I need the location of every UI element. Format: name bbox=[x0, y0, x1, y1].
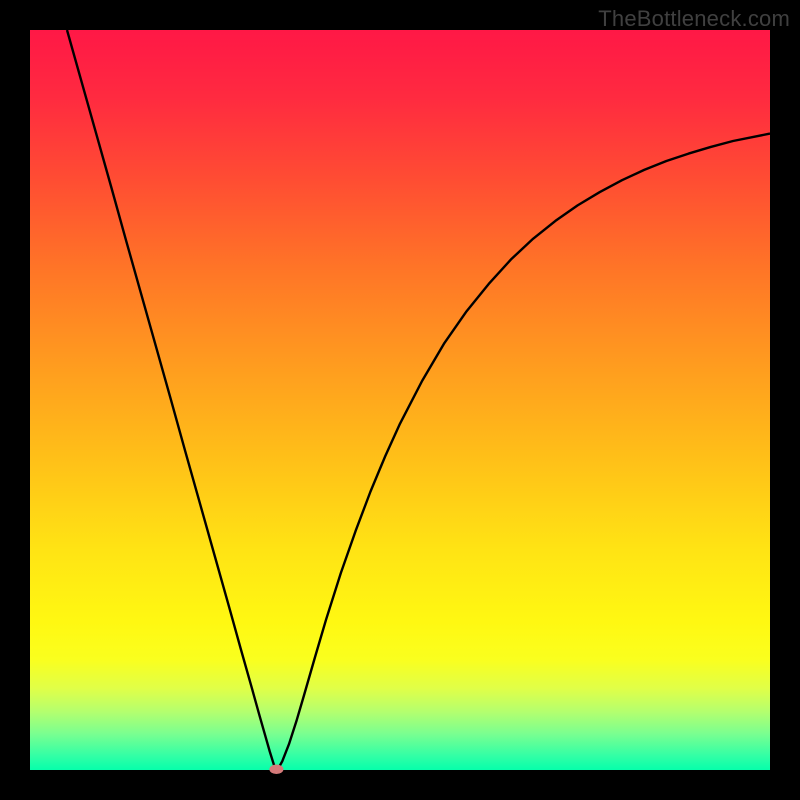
optimal-point-marker bbox=[269, 764, 283, 774]
watermark-text: TheBottleneck.com bbox=[598, 6, 790, 32]
chart-container: TheBottleneck.com bbox=[0, 0, 800, 800]
bottleneck-chart bbox=[0, 0, 800, 800]
chart-plot-area bbox=[30, 30, 770, 770]
